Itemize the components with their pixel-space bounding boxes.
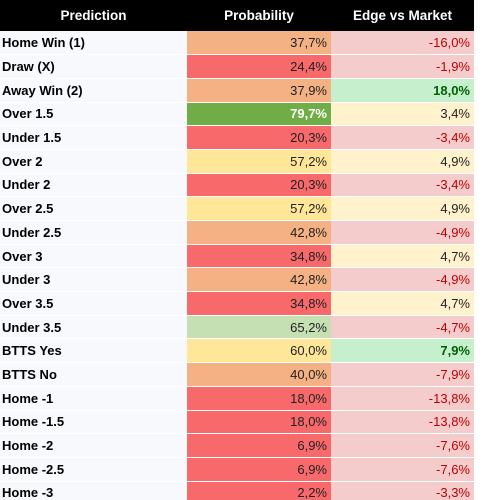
table-row: Over 1.5 79,7% 3,4% bbox=[0, 102, 474, 127]
probability-cell: 6,9% bbox=[187, 433, 331, 458]
edge-cell: -7,9% bbox=[331, 362, 474, 387]
table-body: Home Win (1) 37,7% -16,0% Draw (X) 24,4% -1,9… bbox=[0, 31, 474, 500]
prediction-cell: Under 2 bbox=[0, 173, 187, 198]
table-row: BTTS No 40,0% -7,9% bbox=[0, 362, 474, 387]
edge-cell: 4,9% bbox=[331, 196, 474, 221]
header-row: Prediction Probability Edge vs Market bbox=[0, 0, 474, 31]
prediction-cell: Home -2.5 bbox=[0, 457, 187, 482]
prediction-cell: BTTS No bbox=[0, 362, 187, 387]
table-row: Home -1 18,0% -13,8% bbox=[0, 386, 474, 411]
table-row: Under 3 42,8% -4,9% bbox=[0, 267, 474, 293]
edge-cell: -4,9% bbox=[331, 267, 474, 293]
probability-cell: 20,3% bbox=[187, 173, 331, 198]
probability-cell: 60,0% bbox=[187, 338, 331, 364]
prediction-cell: Over 2.5 bbox=[0, 196, 187, 221]
table-row: BTTS Yes 60,0% 7,9% bbox=[0, 338, 474, 364]
column-header: Probability bbox=[187, 0, 331, 31]
prediction-cell: Over 2 bbox=[0, 149, 187, 174]
prediction-cell: Away Win (2) bbox=[0, 78, 187, 103]
probability-cell: 37,7% bbox=[187, 31, 331, 56]
table-row: Under 2.5 42,8% -4,9% bbox=[0, 220, 474, 245]
prediction-cell: Under 2.5 bbox=[0, 220, 187, 245]
probability-cell: 24,4% bbox=[187, 54, 331, 79]
table-row: Home -3 2,2% -3,3% bbox=[0, 481, 474, 500]
edge-cell: -7,6% bbox=[331, 433, 474, 458]
prediction-cell: Home -3 bbox=[0, 481, 187, 500]
probability-cell: 42,8% bbox=[187, 220, 331, 245]
table-row: Over 3 34,8% 4,7% bbox=[0, 244, 474, 269]
prediction-cell: Under 3.5 bbox=[0, 315, 187, 340]
prediction-cell: Home -1.5 bbox=[0, 410, 187, 435]
table-row: Away Win (2) 37,9% 18,0% bbox=[0, 78, 474, 103]
edge-cell: 7,9% bbox=[331, 338, 474, 364]
prediction-cell: Home -1 bbox=[0, 386, 187, 411]
edge-cell: 3,4% bbox=[331, 102, 474, 127]
edge-cell: 4,9% bbox=[331, 149, 474, 174]
probability-cell: 34,8% bbox=[187, 291, 331, 316]
table-row: Home -2 6,9% -7,6% bbox=[0, 433, 474, 458]
edge-cell: -4,9% bbox=[331, 220, 474, 245]
probability-cell: 18,0% bbox=[187, 386, 331, 411]
probability-cell: 57,2% bbox=[187, 149, 331, 174]
prediction-cell: Over 3 bbox=[0, 244, 187, 269]
table-row: Draw (X) 24,4% -1,9% bbox=[0, 54, 474, 79]
prediction-cell: Under 1.5 bbox=[0, 125, 187, 150]
edge-cell: -3,4% bbox=[331, 125, 474, 150]
probability-cell: 42,8% bbox=[187, 267, 331, 293]
probability-cell: 2,2% bbox=[187, 481, 331, 500]
edge-cell: -13,8% bbox=[331, 410, 474, 435]
probability-cell: 79,7% bbox=[187, 102, 331, 127]
probability-cell: 37,9% bbox=[187, 78, 331, 103]
edge-cell: 18,0% bbox=[331, 78, 474, 103]
table-row: Under 1.5 20,3% -3,4% bbox=[0, 125, 474, 150]
prediction-cell: Draw (X) bbox=[0, 54, 187, 79]
table-header: Prediction Probability Edge vs Market bbox=[0, 0, 474, 31]
probability-cell: 57,2% bbox=[187, 196, 331, 221]
prediction-cell: Home -2 bbox=[0, 433, 187, 458]
table-row: Over 3.5 34,8% 4,7% bbox=[0, 291, 474, 316]
column-header: Edge vs Market bbox=[331, 0, 474, 31]
table-row: Home -2.5 6,9% -7,6% bbox=[0, 457, 474, 482]
prediction-cell: BTTS Yes bbox=[0, 338, 187, 364]
probability-cell: 34,8% bbox=[187, 244, 331, 269]
table-row: Under 3.5 65,2% -4,7% bbox=[0, 315, 474, 340]
edge-cell: 4,7% bbox=[331, 291, 474, 316]
probability-cell: 20,3% bbox=[187, 125, 331, 150]
table-row: Home -1.5 18,0% -13,8% bbox=[0, 410, 474, 435]
table-row: Over 2.5 57,2% 4,9% bbox=[0, 196, 474, 221]
prediction-cell: Under 3 bbox=[0, 267, 187, 293]
column-header: Prediction bbox=[0, 0, 187, 31]
edge-cell: 4,7% bbox=[331, 244, 474, 269]
edge-cell: -3,4% bbox=[331, 173, 474, 198]
edge-cell: -3,3% bbox=[331, 481, 474, 500]
table-row: Home Win (1) 37,7% -16,0% bbox=[0, 31, 474, 56]
edge-cell: -16,0% bbox=[331, 31, 474, 56]
table-row: Under 2 20,3% -3,4% bbox=[0, 173, 474, 198]
table-row: Over 2 57,2% 4,9% bbox=[0, 149, 474, 174]
probability-cell: 18,0% bbox=[187, 410, 331, 435]
edge-cell: -7,6% bbox=[331, 457, 474, 482]
probability-cell: 40,0% bbox=[187, 362, 331, 387]
probability-cell: 65,2% bbox=[187, 315, 331, 340]
prediction-table: Prediction Probability Edge vs Market Home… bbox=[0, 0, 474, 500]
prediction-cell: Over 1.5 bbox=[0, 102, 187, 127]
prediction-cell: Home Win (1) bbox=[0, 31, 187, 56]
edge-cell: -4,7% bbox=[331, 315, 474, 340]
edge-cell: -1,9% bbox=[331, 54, 474, 79]
prediction-cell: Over 3.5 bbox=[0, 291, 187, 316]
edge-cell: -13,8% bbox=[331, 386, 474, 411]
probability-cell: 6,9% bbox=[187, 457, 331, 482]
